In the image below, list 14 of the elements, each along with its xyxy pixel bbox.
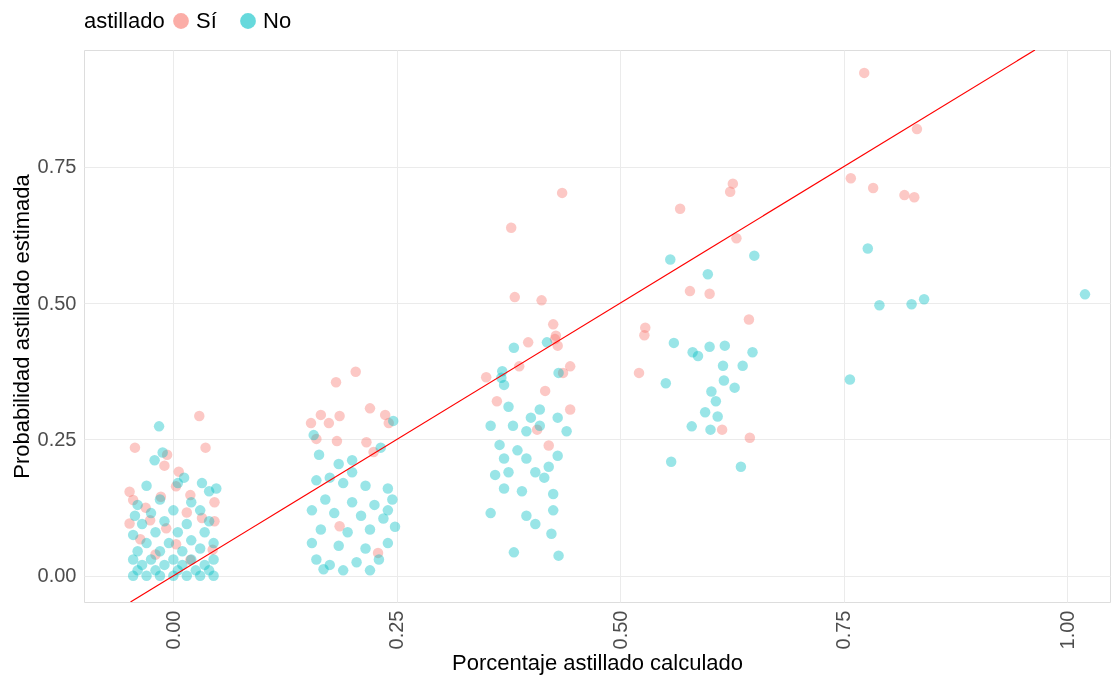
y-tick-label: 0.75 [37,155,77,178]
x-tick-label: 0.00 [161,610,184,650]
x-axis-title: Porcentaje astillado calculado [451,650,744,676]
y-tick-label: 0.50 [37,291,77,314]
legend-label: No [263,8,292,33]
x-tick-label: 0.25 [385,610,408,650]
y-tick-label: 0.25 [37,427,77,450]
legend-title: astillado [84,8,165,33]
x-tick-label: 0.75 [832,610,855,650]
legend-label: Sí [196,8,217,33]
y-tick-label: 0.00 [37,564,77,587]
x-tick-label: 1.00 [1055,610,1078,650]
y-axis-title: Probabilidad astillado estimada [8,173,34,479]
x-tick-label: 0.50 [608,610,631,650]
